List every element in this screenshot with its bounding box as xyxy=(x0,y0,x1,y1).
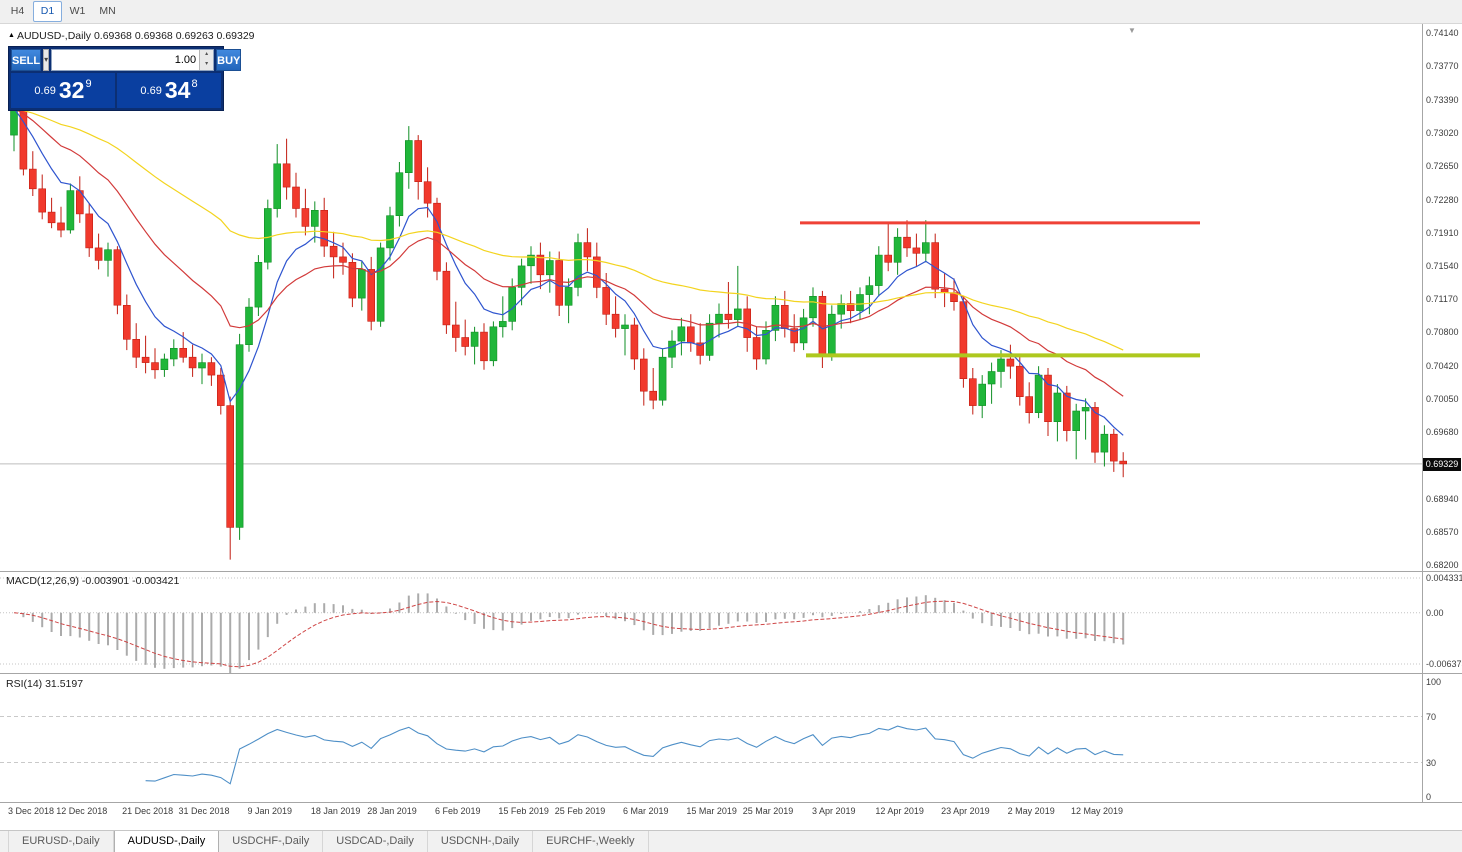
price-axis-label: 0.69680 xyxy=(1426,427,1459,438)
date-axis-label: 23 Apr 2019 xyxy=(941,806,990,816)
timeframe-toolbar: H4 D1 W1 MN xyxy=(0,0,1462,24)
price-axis-label: 0.68570 xyxy=(1426,526,1459,537)
price-axis-separator xyxy=(1422,24,1423,802)
date-axis-label: 12 Dec 2018 xyxy=(56,806,108,816)
date-axis-label: 12 Apr 2019 xyxy=(875,806,924,816)
price-axis-label: 0.68940 xyxy=(1426,493,1459,504)
timeframe-button-d1[interactable]: D1 xyxy=(33,1,62,22)
date-axis-label: 15 Mar 2019 xyxy=(686,806,737,816)
price-axis-label: 0.71910 xyxy=(1426,227,1459,238)
rsi-axis-label: 0 xyxy=(1426,792,1432,802)
date-axis-label: 3 Dec 2018 xyxy=(7,806,55,816)
sell-price-display[interactable]: 0.69 32 9 xyxy=(11,73,115,108)
panel-separator[interactable] xyxy=(0,673,1462,674)
date-axis-label: 15 Feb 2019 xyxy=(498,806,549,816)
buy-price-big: 34 xyxy=(164,77,191,103)
auto-scroll-marker-icon[interactable]: ▼ xyxy=(1128,26,1136,35)
sell-button[interactable]: SELL xyxy=(11,49,42,71)
panel-separator xyxy=(0,802,1462,803)
date-axis-label: 25 Mar 2019 xyxy=(742,806,794,816)
date-axis-label: 2 May 2019 xyxy=(1007,806,1055,816)
symbol-tab-usdcad[interactable]: USDCAD-,Daily xyxy=(323,831,428,852)
macd-axis-label: 0.00 xyxy=(1426,607,1444,618)
price-axis-label: 0.70420 xyxy=(1426,361,1459,372)
symbol-tab-usdcnh[interactable]: USDCNH-,Daily xyxy=(428,831,534,852)
macd-indicator[interactable] xyxy=(0,572,1422,674)
price-axis-label: 0.73390 xyxy=(1426,95,1459,106)
price-axis-label: 0.71540 xyxy=(1426,260,1459,271)
price-axis-label: 0.71170 xyxy=(1426,294,1458,304)
volume-field: ▴ ▾ xyxy=(51,49,215,71)
rsi-header: RSI(14) 31.5197 xyxy=(6,678,84,690)
rsi-axis-label: 100 xyxy=(1426,677,1442,687)
volume-down-icon[interactable]: ▾ xyxy=(200,60,214,70)
buy-button[interactable]: BUY xyxy=(216,49,242,71)
order-type-dropdown[interactable]: ▾ xyxy=(43,49,50,71)
rsi-axis-label: 70 xyxy=(1426,711,1437,722)
buy-price-sup: 8 xyxy=(191,78,198,90)
date-axis-label: 28 Jan 2019 xyxy=(367,806,417,816)
price-axis-label: 0.73770 xyxy=(1426,61,1459,72)
macd-header: MACD(12,26,9) -0.003901 -0.003421 xyxy=(6,575,180,587)
date-axis-label: 6 Mar 2019 xyxy=(623,806,669,816)
price-axis-label: 0.70800 xyxy=(1426,327,1459,338)
macd-axis-label: -0.006373 xyxy=(1426,659,1462,669)
date-axis-label: 25 Feb 2019 xyxy=(554,806,606,816)
timeframe-button-w1[interactable]: W1 xyxy=(69,5,86,17)
date-axis-label: 12 May 2019 xyxy=(1070,806,1124,816)
expand-icon[interactable]: ▲ xyxy=(8,32,15,39)
chart-title-text: AUDUSD-,Daily 0.69368 0.69368 0.69263 0.… xyxy=(16,30,255,42)
rsi-indicator[interactable] xyxy=(0,674,1422,802)
sell-price-prefix: 0.69 xyxy=(34,84,56,97)
price-axis-label: 0.68200 xyxy=(1426,560,1459,570)
current-price-badge: 0.69329 xyxy=(1423,457,1461,471)
sell-price-sup: 9 xyxy=(85,78,92,90)
date-axis-label: 21 Dec 2018 xyxy=(122,806,174,816)
symbol-tab-eurusd[interactable]: EURUSD-,Daily xyxy=(8,831,114,852)
price-axis-label: 0.70050 xyxy=(1426,394,1459,405)
buy-price-prefix: 0.69 xyxy=(140,84,162,97)
date-axis-label: 6 Feb 2019 xyxy=(435,806,481,816)
symbol-tab-usdchf[interactable]: USDCHF-,Daily xyxy=(219,831,324,852)
sell-price-big: 32 xyxy=(58,77,85,103)
symbol-tabbar: EURUSD-,Daily AUDUSD-,Daily USDCHF-,Daily U… xyxy=(0,830,1462,852)
price-axis-label: 0.73020 xyxy=(1426,128,1459,139)
date-axis-label: 3 Apr 2019 xyxy=(812,806,856,816)
symbol-tab-audusd[interactable]: AUDUSD-,Daily xyxy=(113,831,220,852)
date-axis-label: 9 Jan 2019 xyxy=(247,806,293,816)
macd-axis-label: 0.004331 xyxy=(1426,573,1462,583)
chart-title: ▲ AUDUSD-,Daily 0.69368 0.69368 0.69263 0… xyxy=(8,30,255,42)
price-axis-label: 0.72280 xyxy=(1426,194,1459,205)
candlestick-chart[interactable] xyxy=(0,24,1422,572)
buy-price-display[interactable]: 0.69 34 8 xyxy=(117,73,221,108)
volume-up-icon[interactable]: ▴ xyxy=(200,50,214,60)
timeframe-button-mn[interactable]: MN xyxy=(99,5,116,17)
panel-separator[interactable] xyxy=(0,571,1462,572)
timeframe-button-h4[interactable]: H4 xyxy=(10,5,25,17)
volume-input[interactable] xyxy=(52,50,200,70)
price-axis-label: 0.72650 xyxy=(1426,161,1459,172)
rsi-axis-label: 30 xyxy=(1426,757,1437,768)
chevron-down-icon: ▾ xyxy=(44,55,49,64)
symbol-tab-eurchf[interactable]: EURCHF-,Weekly xyxy=(533,831,649,852)
volume-stepper: ▴ ▾ xyxy=(199,50,214,70)
price-axis-label: 0.74140 xyxy=(1426,28,1459,38)
date-axis-label: 18 Jan 2019 xyxy=(310,806,361,816)
date-axis-label: 31 Dec 2018 xyxy=(178,806,230,816)
